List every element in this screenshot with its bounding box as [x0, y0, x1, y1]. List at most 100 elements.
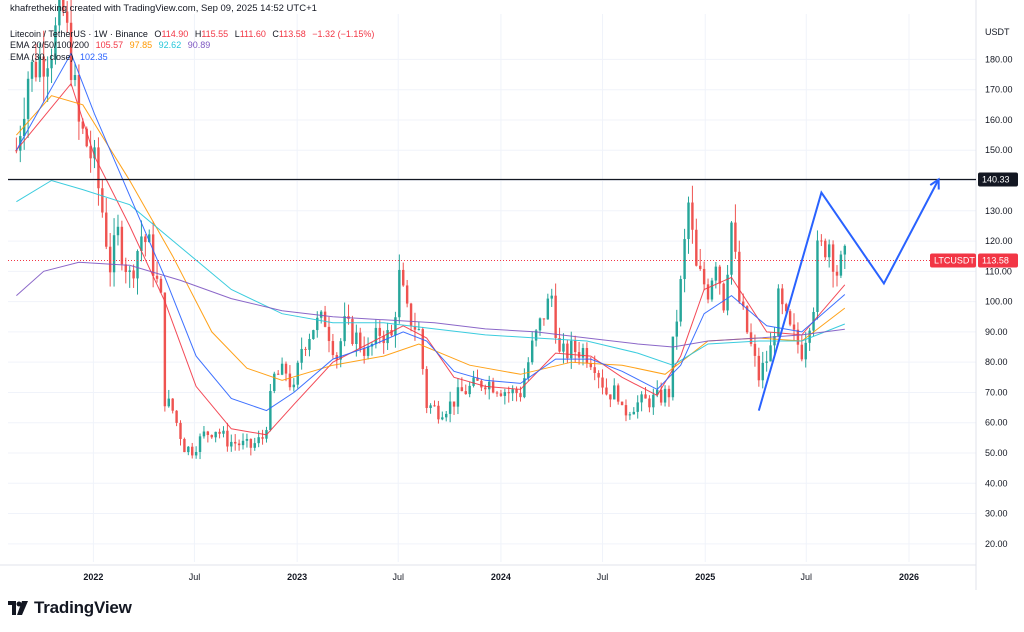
candle-body — [116, 226, 120, 236]
candle-body — [402, 269, 405, 286]
candle-body — [730, 222, 733, 275]
series-ema-200 — [16, 261, 845, 348]
y-tick-label: 90.00 — [985, 327, 1008, 337]
candle-body — [824, 240, 827, 258]
candle-body — [362, 348, 366, 356]
candle-body — [562, 343, 565, 352]
candle-body — [233, 441, 237, 444]
candle-body — [796, 329, 800, 345]
x-tick-label: Jul — [597, 572, 609, 582]
x-tick-label: 2026 — [899, 572, 919, 582]
candle-body — [382, 335, 385, 344]
candle-body — [652, 394, 655, 408]
candle-body — [378, 327, 382, 336]
candle-body — [484, 387, 487, 390]
candle-body — [171, 398, 174, 411]
candle-body — [89, 146, 92, 159]
ema20-value: 105.57 — [95, 40, 124, 50]
candle-body — [394, 317, 397, 336]
candle-body — [151, 234, 155, 276]
ema200-value: 90.89 — [187, 40, 211, 50]
candle-body — [804, 342, 807, 360]
candle-body — [445, 413, 448, 418]
y-tick-label: 130.00 — [985, 206, 1013, 216]
candle-body — [827, 244, 831, 258]
candle-body — [566, 343, 569, 359]
ohlc-close: C113.58 — [272, 29, 306, 39]
candle-body — [710, 280, 714, 300]
candle-body — [589, 363, 593, 368]
candle-body — [570, 340, 573, 359]
candle-body — [468, 385, 471, 395]
candle-body — [613, 385, 616, 400]
candle-body — [34, 61, 38, 78]
candle-body — [687, 202, 690, 240]
candle-body — [398, 269, 401, 318]
x-tick-label: 2023 — [287, 572, 307, 582]
candle-body — [288, 373, 292, 388]
candle-body — [304, 348, 307, 350]
tradingview-logo[interactable]: TradingView — [8, 598, 132, 618]
tradingview-logo-text: TradingView — [34, 598, 132, 617]
candle-body — [409, 303, 413, 327]
candle-body — [644, 394, 647, 399]
y-tick-label: 20.00 — [985, 539, 1008, 549]
candle-body — [601, 377, 604, 388]
y-tick-label: 50.00 — [985, 448, 1008, 458]
candle-body — [542, 318, 546, 320]
candle-body — [65, 11, 69, 23]
candle-body — [355, 332, 358, 344]
y-axis-unit: USDT — [985, 27, 1010, 37]
candle-body — [140, 236, 143, 252]
candle-body — [202, 431, 206, 437]
candle-body — [359, 332, 362, 349]
candle-body — [523, 378, 526, 398]
candle-body — [351, 318, 354, 344]
candle-body — [175, 410, 178, 423]
symbol-legend[interactable]: Litecoin / TetherUS · 1W · Binance O114.… — [10, 29, 378, 40]
level-tag — [978, 172, 1018, 187]
candle-body — [632, 411, 636, 415]
y-tick-label: 150.00 — [985, 145, 1013, 155]
candle-body — [792, 324, 796, 330]
candle-body — [835, 271, 839, 276]
candle-body — [581, 348, 585, 358]
y-tick-label: 30.00 — [985, 509, 1008, 519]
candle-body — [222, 430, 225, 434]
candle-body — [722, 283, 725, 311]
candle-body — [429, 405, 432, 409]
candle-body — [640, 394, 643, 403]
ema30-value: 102.35 — [80, 52, 108, 62]
series-ema-20 — [16, 82, 846, 436]
x-tick-label: 2024 — [491, 572, 511, 582]
candle-body — [226, 430, 229, 447]
candle-body — [42, 56, 45, 77]
candle-body — [487, 381, 491, 390]
candle-body — [745, 306, 749, 333]
candle-body — [464, 391, 467, 395]
candle-body — [230, 441, 233, 447]
x-tick-label: Jul — [392, 572, 404, 582]
candle-body — [530, 340, 534, 363]
candle-body — [714, 266, 718, 281]
candle-body — [671, 336, 675, 398]
candle-body — [433, 405, 436, 407]
candle-body — [757, 355, 761, 381]
candle-body — [85, 128, 88, 147]
candle-body — [616, 385, 620, 402]
candle-body — [831, 244, 835, 272]
candle-body — [101, 188, 104, 213]
ema-legend[interactable]: EMA 20/50/100/200 105.57 97.85 92.62 90.… — [10, 40, 214, 51]
candle-body — [93, 147, 96, 159]
candle-body — [538, 318, 542, 331]
candle-body — [237, 443, 241, 446]
candle-body — [659, 389, 663, 403]
candle-body — [316, 317, 319, 331]
ema30-legend[interactable]: EMA (30, close) 102.35 — [10, 52, 112, 63]
candle-body — [124, 264, 128, 273]
candle-body — [30, 61, 34, 79]
candle-body — [26, 78, 30, 119]
candle-body — [718, 266, 721, 284]
candle-body — [245, 438, 249, 441]
